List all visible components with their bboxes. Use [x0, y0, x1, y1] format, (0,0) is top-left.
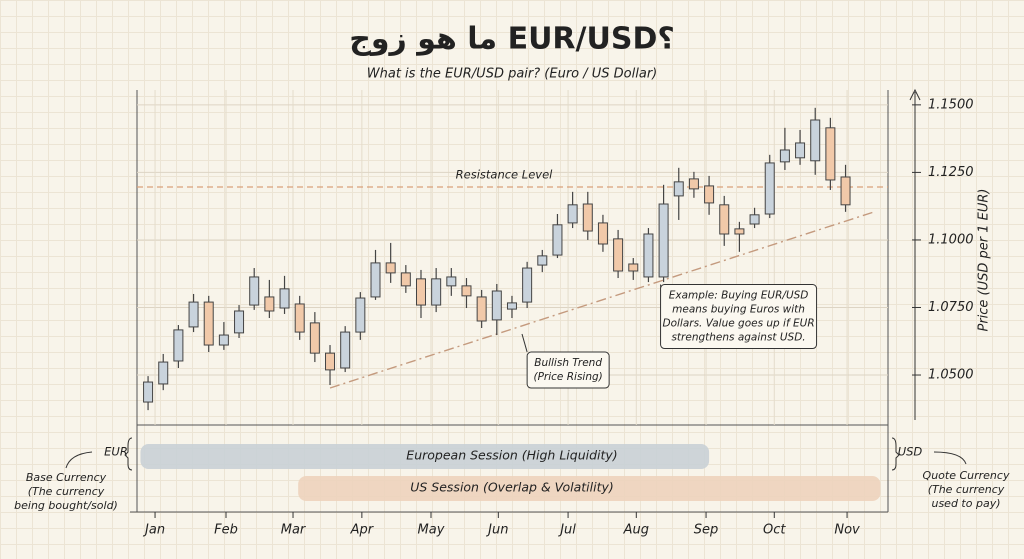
session-label: US Session (Overlap & Volatility) [410, 480, 614, 495]
annotation-text: Example: Buying EUR/USD [669, 290, 809, 302]
quote-text: used to pay) [931, 497, 1000, 510]
candle-body [385, 262, 396, 274]
candle-body [279, 288, 290, 309]
x-tick-label: Sep [694, 523, 719, 538]
x-tick-label: Oct [763, 523, 786, 538]
x-tick-label: Jun [485, 523, 508, 538]
candle-body [188, 301, 199, 328]
base-arrow [65, 451, 93, 469]
candle-body [688, 178, 699, 190]
annotation-text: Dollars. Value goes up if EUR [662, 318, 814, 330]
candle-body [734, 228, 745, 235]
candle-body [825, 127, 836, 181]
y-tick-label: 1.1250 [928, 165, 974, 180]
base-bracket [124, 437, 133, 471]
quote-bracket [891, 437, 900, 471]
session-band [140, 444, 710, 469]
candle-body [719, 204, 730, 235]
candle-body [840, 176, 851, 206]
y-tick-label: 1.1000 [928, 232, 974, 247]
candle-body [234, 310, 245, 334]
candle-body [355, 297, 366, 333]
candle-body [249, 276, 260, 306]
candle-body [522, 267, 533, 303]
candle-body [340, 331, 351, 369]
annotation-arrow [521, 333, 528, 353]
x-tick-label: May [418, 523, 445, 538]
candle-body [294, 303, 305, 333]
annotation-text: strengthens against USD. [671, 332, 805, 344]
x-tick-label: Aug [623, 523, 649, 538]
candle-body [567, 204, 578, 224]
candle-body [643, 233, 654, 278]
y-tick-label: 1.1500 [928, 97, 974, 112]
candle-body [628, 263, 639, 272]
candle-body [597, 222, 608, 245]
x-tick-label: Feb [214, 523, 238, 538]
quote-arrow [933, 451, 967, 465]
candle-body [158, 361, 169, 385]
candle-body [749, 214, 760, 225]
annotation-box [526, 351, 610, 389]
y-axis-label: Price (USD per 1 EUR) [977, 188, 992, 331]
candle-body [431, 278, 442, 306]
trend-line [329, 211, 875, 389]
candle-body [491, 290, 502, 321]
base-text: being bought/sold) [14, 499, 118, 512]
candle-body [795, 142, 806, 159]
candle-body [764, 162, 775, 215]
candle-body [203, 301, 214, 346]
candle-body [218, 334, 229, 346]
quote-text: Quote Currency [923, 469, 1010, 482]
annotation-text: (Price Rising) [534, 371, 603, 383]
candle-body [810, 119, 821, 162]
resistance-label: Resistance Level [456, 167, 554, 181]
annotation-text: Bullish Trend [534, 357, 602, 369]
candle-body [613, 238, 624, 272]
base-text: (The currency [28, 485, 105, 498]
x-tick-label: Nov [834, 523, 860, 538]
candle-body [370, 262, 381, 298]
candle-body [461, 285, 472, 297]
candle-body [400, 272, 411, 287]
candle-body [552, 224, 563, 256]
candle-body [325, 352, 336, 371]
y-tick-label: 1.0500 [928, 368, 974, 383]
quote-text: (The currency [928, 483, 1005, 496]
base-text: Base Currency [26, 471, 107, 484]
candle-body [658, 203, 669, 278]
candle-body [476, 296, 487, 322]
annotation-text: means buying Euros with [672, 304, 805, 316]
candle-body [309, 322, 320, 354]
x-tick-label: Jul [557, 523, 576, 538]
y-axis-arrow [909, 88, 921, 101]
subtitle: What is the EUR/USD pair? (Euro / US Dol… [367, 67, 657, 82]
candle-body [446, 276, 457, 287]
candle-body [173, 329, 184, 362]
chart-title: ما هو زوج EUR/USD؟ [349, 22, 675, 57]
quote-code: USD [898, 445, 923, 459]
annotation-box [660, 284, 818, 350]
x-tick-label: Apr [350, 523, 375, 538]
candle-body [673, 181, 684, 197]
candle-body [779, 149, 790, 163]
candle-body [537, 255, 548, 266]
candle-body [143, 381, 154, 403]
y-tick-label: 1.0750 [928, 300, 974, 315]
candle-body [704, 185, 715, 204]
session-band [298, 476, 881, 501]
candle-body [582, 203, 593, 232]
session-label: European Session (High Liquidity) [406, 448, 617, 463]
base-code: EUR [104, 445, 128, 459]
x-tick-label: Jan [142, 523, 165, 538]
candle-body [264, 296, 275, 312]
candle-body [506, 302, 517, 310]
candle-body [415, 278, 426, 306]
x-tick-label: Mar [281, 523, 307, 538]
